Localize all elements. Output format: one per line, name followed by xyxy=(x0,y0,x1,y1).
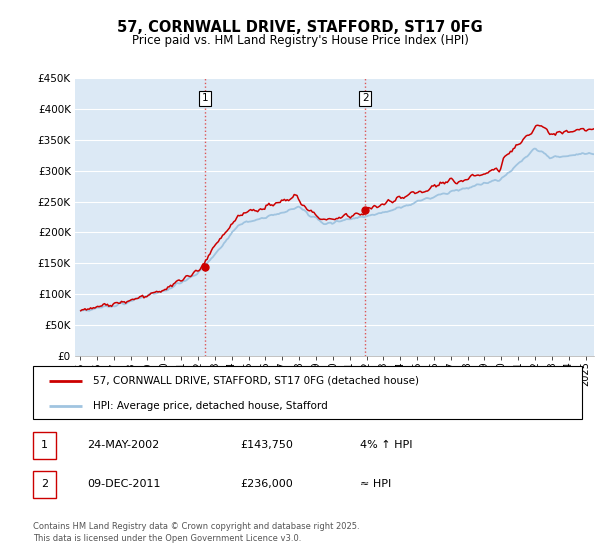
Text: 2: 2 xyxy=(41,479,48,489)
Text: £236,000: £236,000 xyxy=(240,479,293,489)
Text: 1: 1 xyxy=(41,440,48,450)
Text: 57, CORNWALL DRIVE, STAFFORD, ST17 0FG (detached house): 57, CORNWALL DRIVE, STAFFORD, ST17 0FG (… xyxy=(94,376,419,386)
Text: Contains HM Land Registry data © Crown copyright and database right 2025.
This d: Contains HM Land Registry data © Crown c… xyxy=(33,522,359,543)
Text: 24-MAY-2002: 24-MAY-2002 xyxy=(87,440,159,450)
Text: HPI: Average price, detached house, Stafford: HPI: Average price, detached house, Staf… xyxy=(94,400,328,410)
FancyBboxPatch shape xyxy=(33,366,582,419)
Text: 09-DEC-2011: 09-DEC-2011 xyxy=(87,479,161,489)
Text: 2: 2 xyxy=(362,93,368,103)
Text: 57, CORNWALL DRIVE, STAFFORD, ST17 0FG: 57, CORNWALL DRIVE, STAFFORD, ST17 0FG xyxy=(117,20,483,35)
Text: £143,750: £143,750 xyxy=(240,440,293,450)
Text: Price paid vs. HM Land Registry's House Price Index (HPI): Price paid vs. HM Land Registry's House … xyxy=(131,34,469,46)
Text: ≈ HPI: ≈ HPI xyxy=(360,479,391,489)
Text: 1: 1 xyxy=(202,93,208,103)
Text: 4% ↑ HPI: 4% ↑ HPI xyxy=(360,440,413,450)
